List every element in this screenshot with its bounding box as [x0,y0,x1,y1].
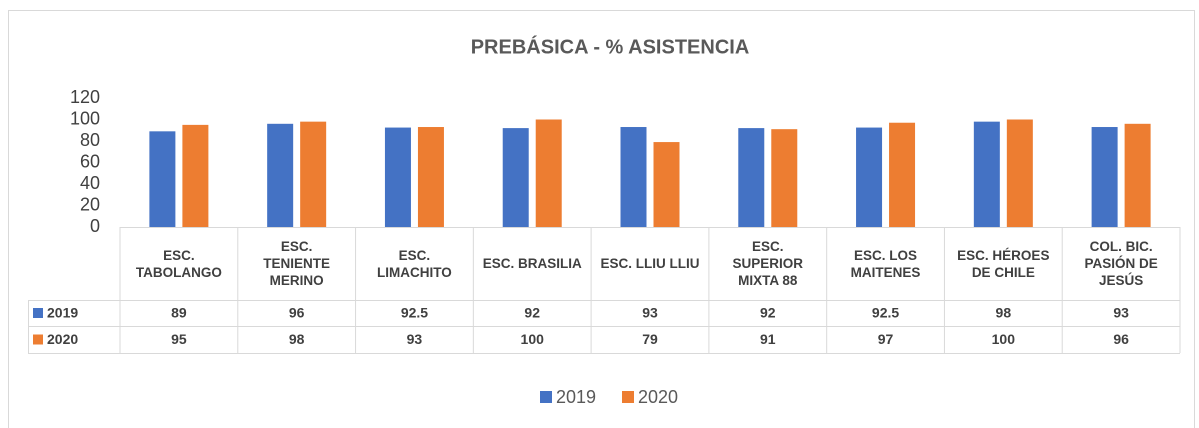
category-label: ESC. BRASILIA [482,256,582,271]
category-label: ESC. HÉROES DE CHILE [957,247,1050,280]
table-value: 92.5 [401,305,428,321]
bar [502,128,529,227]
bar [973,121,1000,227]
table-value: 95 [171,331,187,347]
bar [889,122,916,227]
table-value: 96 [1113,331,1129,347]
bar [653,142,680,227]
bar [535,119,562,227]
category-label: ESC. LOS MAITENES [850,247,921,280]
category-label: ESC. LIMACHITO [377,247,452,280]
y-tick-label: 120 [70,87,100,107]
category-label: ESC. TENIENTE MERINO [263,239,331,288]
table-value: 97 [878,331,894,347]
y-tick-label: 100 [70,108,100,128]
legend-swatch [622,391,634,403]
table-value: 98 [289,331,305,347]
table-value: 92.5 [872,305,899,321]
table-value: 79 [642,331,658,347]
table-value: 93 [407,331,423,347]
category-label: COL. BIC. PASIÓN DE JESÚS [1084,239,1158,288]
table-value: 93 [642,305,658,321]
chart-title: PREBÁSICA - % ASISTENCIA [471,35,750,58]
table-value: 93 [1113,305,1129,321]
y-tick-label: 40 [80,173,100,193]
y-tick-label: 80 [80,130,100,150]
table-value: 92 [760,305,776,321]
category-label: ESC. SUPERIOR MIXTA 88 [732,239,804,288]
table-value: 92 [524,305,540,321]
bar [1124,123,1151,227]
bar [856,127,883,227]
bar [1091,127,1118,227]
table-value: 89 [171,305,187,321]
table-value: 100 [521,331,545,347]
category-label: ESC. TABOLANGO [135,247,222,280]
series-label: 2019 [47,305,78,321]
y-tick-label: 0 [90,216,100,236]
chart-border [8,10,1195,428]
bar [771,129,798,227]
table-value: 91 [760,331,776,347]
bar [384,127,411,227]
bar [267,123,294,227]
bar [417,127,444,227]
legend-key [33,308,43,318]
series-label: 2020 [47,331,78,347]
table-value: 100 [992,331,1016,347]
table-value: 96 [289,305,305,321]
bar [182,124,209,227]
bar [149,131,176,227]
y-tick-label: 20 [80,194,100,214]
table-value: 98 [996,305,1012,321]
legend-swatch [540,391,552,403]
category-label: ESC. LLIU LLIU [600,256,700,271]
bar [1006,119,1033,227]
legend-label: 2020 [638,387,678,407]
y-tick-label: 60 [80,151,100,171]
legend-label: 2019 [556,387,596,407]
legend-key [33,334,43,345]
bar [738,128,765,227]
bar [620,127,647,227]
bar [300,121,327,227]
